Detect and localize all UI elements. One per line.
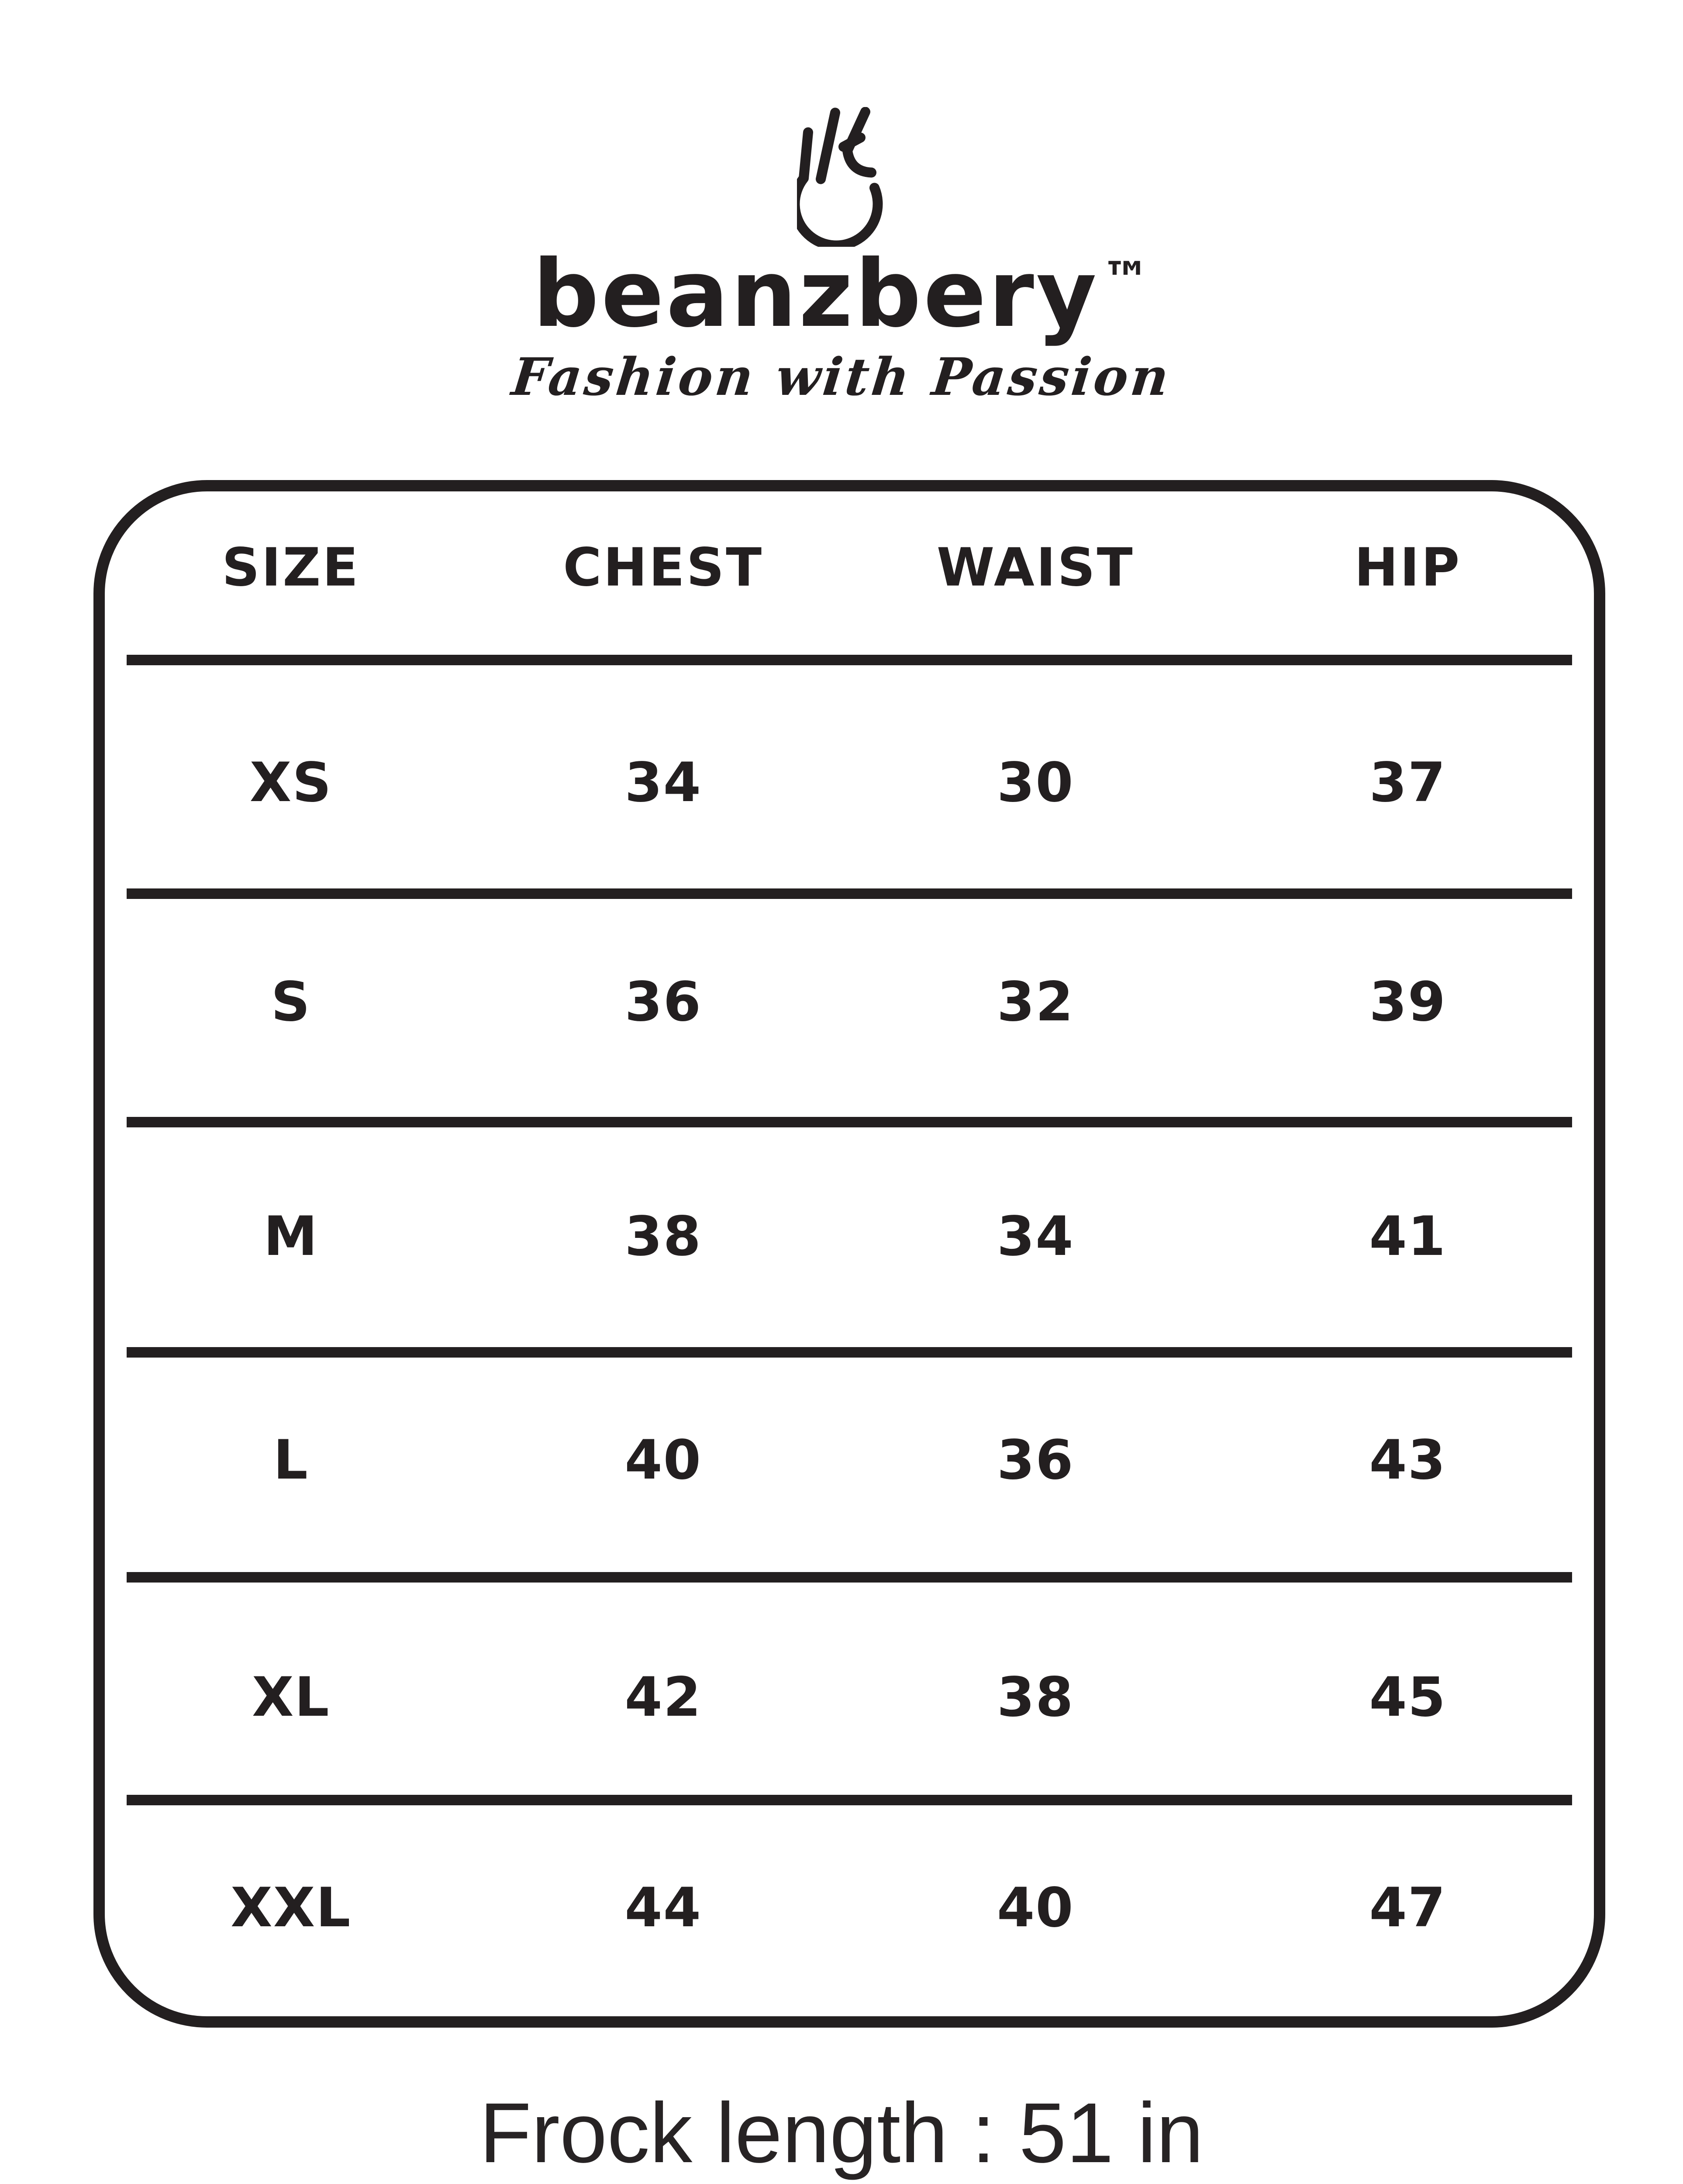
chest-cell: 42	[624, 1666, 702, 1729]
waist-cell: 36	[997, 1429, 1074, 1492]
brand-wordmark: beanzbery	[532, 240, 1099, 348]
waist-cell: 34	[997, 1205, 1074, 1268]
size-cell: XL	[252, 1666, 330, 1729]
waist-cell: 38	[997, 1666, 1074, 1729]
table-row-l: L 40 36 43	[105, 1429, 1594, 1492]
hip-cell: 43	[1369, 1429, 1447, 1492]
hand-peace-gesture-icon	[797, 107, 883, 247]
waist-cell: 30	[997, 751, 1074, 814]
column-header-size: SIZE	[222, 537, 360, 598]
chest-cell: 38	[624, 1205, 702, 1268]
trademark-symbol: ™	[1101, 252, 1151, 308]
hip-cell: 47	[1369, 1876, 1447, 1939]
column-header-chest: CHEST	[563, 537, 764, 598]
brand-tagline: Fashion with Passion	[509, 346, 1174, 407]
row-divider	[127, 1572, 1572, 1583]
row-divider	[127, 1117, 1572, 1127]
table-row-xxl: XXL 44 40 47	[105, 1876, 1594, 1939]
brand-header: beanzbery ™ Fashion with Passion	[0, 107, 1683, 407]
footer-notes: Frock length : 51 in Measurement chart f…	[0, 2080, 1683, 2184]
table-row-xl: XL 42 38 45	[105, 1666, 1594, 1729]
hip-cell: 41	[1369, 1205, 1447, 1268]
chest-cell: 36	[624, 971, 702, 1033]
chest-cell: 40	[624, 1429, 702, 1492]
chest-cell: 34	[624, 751, 702, 814]
brand-wordmark-row: beanzbery ™	[533, 248, 1150, 340]
hip-cell: 39	[1369, 971, 1447, 1033]
size-chart-table: SIZE CHEST WAIST HIP XS 34 30 37 S 36 32…	[93, 480, 1605, 2028]
row-divider	[127, 1795, 1572, 1805]
chest-cell: 44	[624, 1876, 702, 1939]
table-row-xs: XS 34 30 37	[105, 751, 1594, 814]
row-divider	[127, 1347, 1572, 1358]
size-cell: S	[271, 971, 311, 1033]
frock-length-text: Frock length : 51 in	[479, 2085, 1204, 2181]
size-cell: XXL	[231, 1876, 352, 1939]
frock-length-note: Frock length : 51 in	[0, 2080, 1683, 2184]
size-cell: M	[263, 1205, 318, 1268]
column-header-waist: WAIST	[936, 537, 1135, 598]
table-row-s: S 36 32 39	[105, 971, 1594, 1033]
hip-cell: 45	[1369, 1666, 1447, 1729]
column-header-hip: HIP	[1354, 537, 1462, 598]
table-row-m: M 38 34 41	[105, 1205, 1594, 1268]
size-cell: L	[273, 1429, 309, 1492]
hip-cell: 37	[1369, 751, 1447, 814]
waist-cell: 40	[997, 1876, 1074, 1939]
row-divider	[127, 655, 1572, 665]
row-divider	[127, 888, 1572, 899]
waist-cell: 32	[997, 971, 1074, 1033]
size-cell: XS	[249, 751, 332, 814]
table-header-row: SIZE CHEST WAIST HIP	[105, 538, 1594, 598]
